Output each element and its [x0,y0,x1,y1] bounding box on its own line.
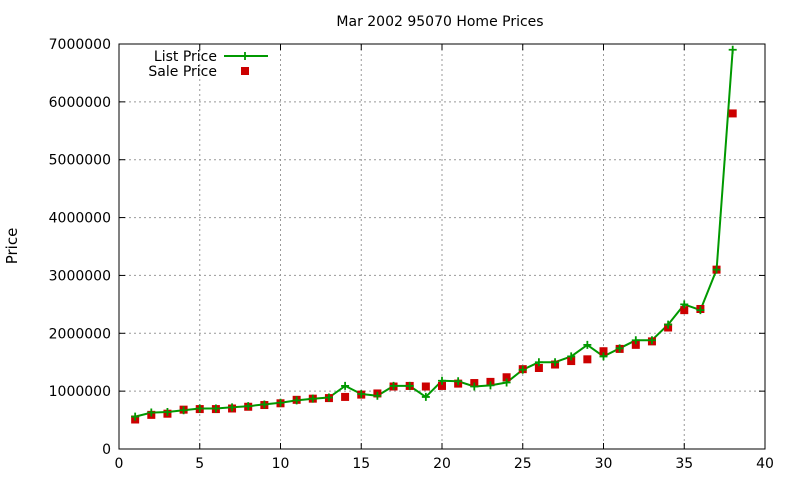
legend-marker-list-price [241,52,249,60]
legend: List Price Sale Price [148,49,268,80]
list-price-point [599,352,608,361]
sale-price-point [680,306,689,315]
y-tick-label: 4000000 [49,211,111,227]
y-tick-label: 6000000 [49,95,111,111]
legend-marker-sale-price [241,67,249,75]
list-price-point [664,320,673,329]
x-tick-label: 40 [756,456,774,472]
list-price-point [195,404,204,413]
sale-price-point [583,355,592,364]
x-tick-label: 10 [272,456,290,472]
list-price-point [179,406,188,415]
list-price-point [211,404,220,413]
list-price-point [228,403,237,412]
list-price-point [696,306,705,315]
sale-price-point [534,364,543,372]
list-price-point [244,402,253,411]
list-price-point [680,300,689,309]
x-tick-label: 30 [595,456,613,472]
list-price-point [518,365,527,374]
x-tick-label: 0 [115,456,124,472]
sale-price-point [421,382,430,391]
sale-price-point [631,340,640,349]
sale-price-point [438,381,446,390]
chart-title: Mar 2002 95070 Home Prices [336,14,543,30]
list-price-point [631,336,640,345]
list-price-point [567,352,576,361]
y-tick-label: 2000000 [49,326,111,342]
list-price-point [438,376,446,385]
list-price-point [292,396,301,405]
y-tick-label: 3000000 [49,268,111,284]
legend-label-list-price: List Price [154,49,217,65]
list-price-point [712,265,721,274]
list-price-point [615,344,624,353]
list-price-point [373,391,382,400]
list-price-point [583,340,592,349]
sale-price-point [567,357,576,366]
list-price-point [276,398,285,407]
y-tick-label: 5000000 [49,153,111,169]
list-price-point [421,392,430,401]
list-price-point [405,381,414,390]
y-axis-label: Price [3,228,21,265]
sale-price-point [599,347,608,356]
y-tick-label: 0 [102,442,111,458]
sale-price-point [728,109,737,118]
y-tick-label: 1000000 [49,384,111,400]
y-tick-label: 7000000 [49,37,111,53]
x-tick-label: 25 [514,456,532,472]
x-tick-label: 35 [675,456,693,472]
list-price-point [357,390,366,399]
list-price-point [728,45,737,54]
list-price-point [147,408,156,417]
list-price-point [454,377,463,386]
axis-ticks: 0 5 10 15 20 25 30 35 40 0 1000000 2000000 3000000 40… [49,37,774,472]
x-tick-label: 5 [195,456,204,472]
list-price-point [260,400,269,409]
legend-label-sale-price: Sale Price [148,64,217,80]
list-price-point [389,381,398,390]
series-line-list-price [134,49,734,418]
list-price-point [308,394,317,403]
list-price-point [534,358,543,367]
list-price-point [324,393,333,402]
list-price-point [502,378,511,387]
list-price-point [341,381,350,390]
list-price-point [486,381,495,390]
list-price-point [551,358,560,367]
list-price-point [131,412,140,421]
sale-price-point [502,373,511,382]
x-tick-label: 20 [433,456,451,472]
list-price-point [470,382,479,391]
list-price-point [163,407,172,416]
x-tick-label: 15 [352,456,370,472]
list-price-point [647,336,656,345]
sale-price-point [341,392,350,401]
series-layer [131,45,737,424]
